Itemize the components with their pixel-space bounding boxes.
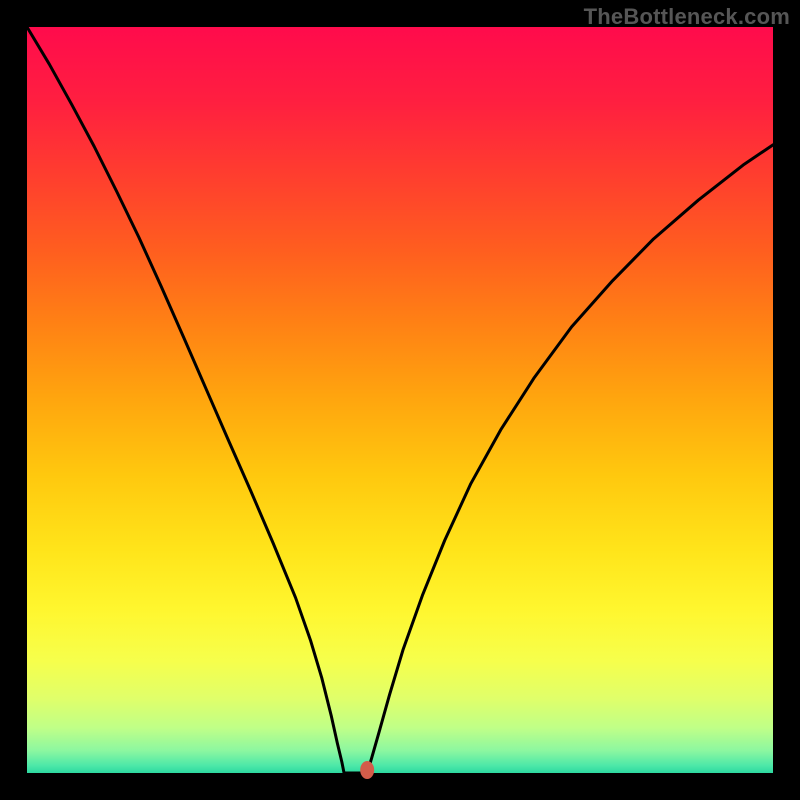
watermark-text: TheBottleneck.com <box>584 4 790 30</box>
optimum-marker <box>360 761 374 779</box>
bottleneck-curve-chart <box>0 0 800 800</box>
